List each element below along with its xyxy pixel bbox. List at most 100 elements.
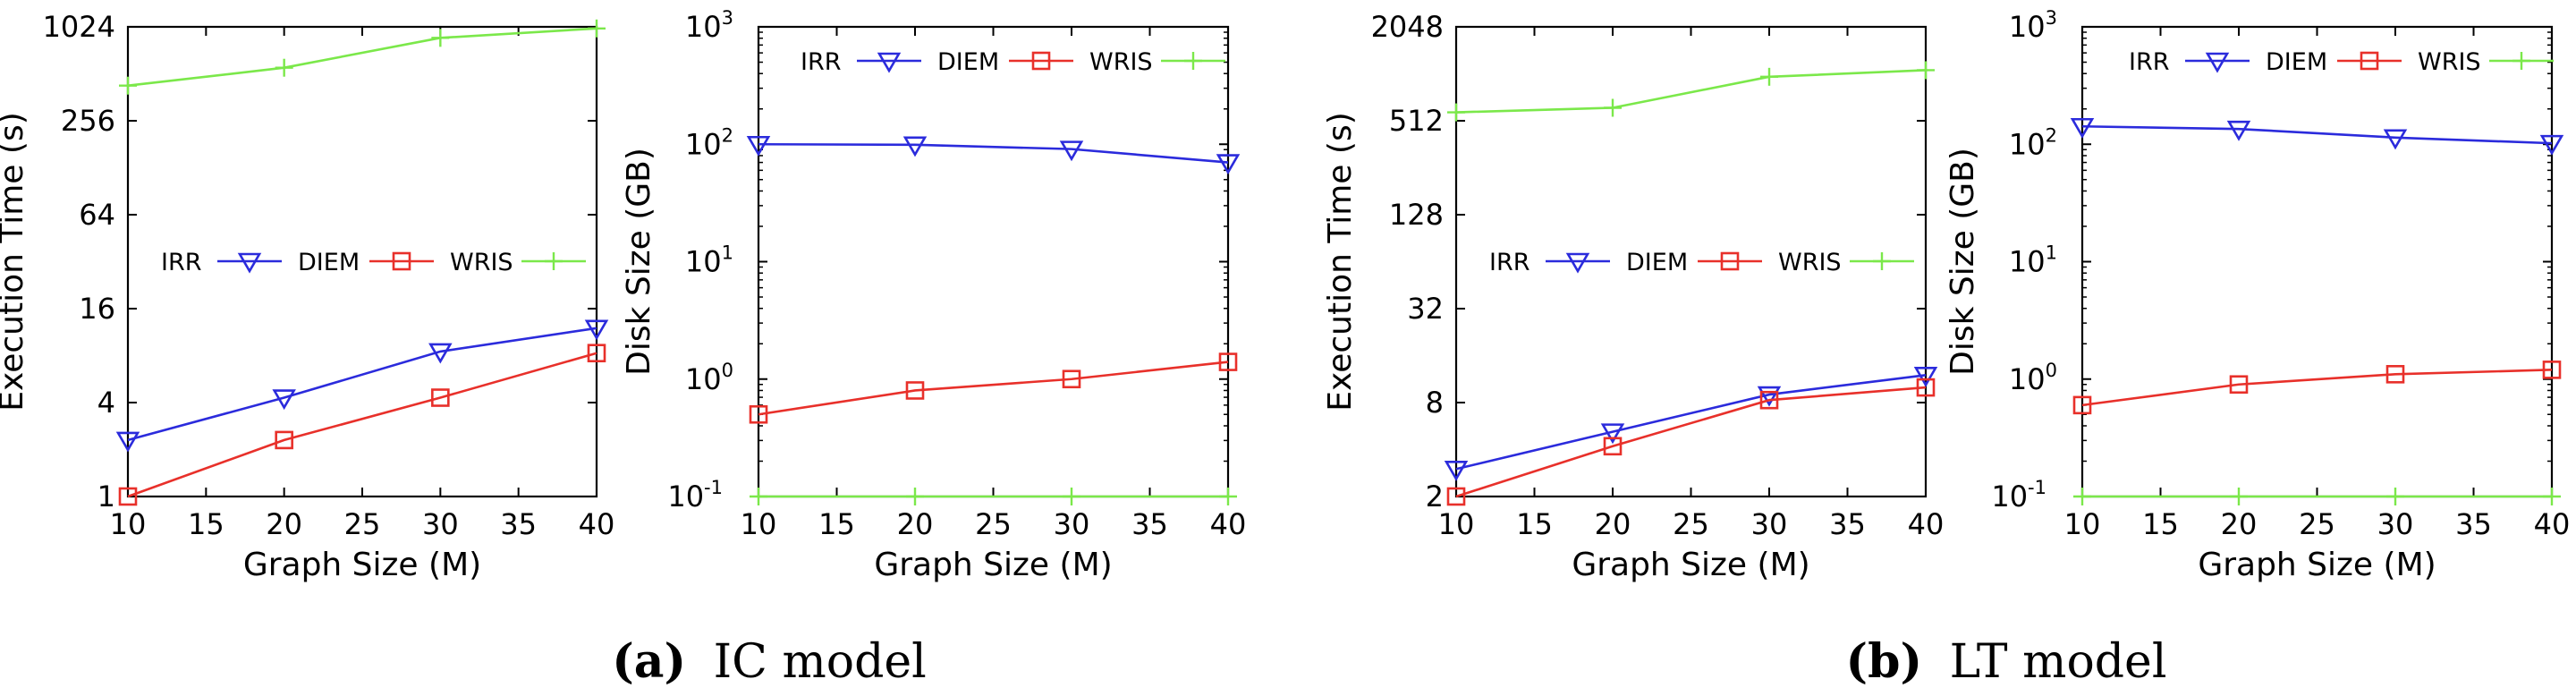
- legend-item-diem: DIEM: [937, 48, 1073, 76]
- y-tick-label: 102: [685, 124, 733, 161]
- data-point-irr: [2383, 129, 2408, 150]
- x-tick-label: 10: [110, 507, 147, 541]
- legend-item-irr: IRR: [1489, 249, 1610, 276]
- series-line-diem: [127, 352, 597, 498]
- data-point-wris: [1604, 98, 1622, 117]
- legend-swatch-marker: [1565, 252, 1590, 274]
- x-tick-label: 40: [579, 507, 615, 541]
- legend-label: IRR: [801, 48, 841, 76]
- legend-item-irr: IRR: [2129, 48, 2250, 76]
- legend-label: IRR: [2129, 48, 2169, 76]
- data-point-diem: [2229, 375, 2249, 395]
- legend-swatch-marker: [1184, 52, 1202, 70]
- x-axis-label: Graph Size (M): [2198, 547, 2436, 583]
- x-tick-label: 20: [2221, 507, 2258, 541]
- x-tick-label: 35: [500, 507, 537, 541]
- series-wris: [119, 19, 606, 95]
- data-point-diem: [1759, 390, 1779, 410]
- series-line-irr: [1455, 373, 1927, 471]
- legend: IRR DIEM WRIS: [801, 48, 1225, 76]
- data-point-irr: [2539, 134, 2564, 156]
- data-point-wris: [1760, 67, 1778, 86]
- x-tick-label: 25: [2299, 507, 2335, 541]
- data-point-diem: [2072, 395, 2092, 415]
- data-point-diem: [275, 430, 293, 450]
- y-tick-label: 64: [79, 198, 115, 232]
- legend-item-irr: IRR: [801, 48, 921, 76]
- y-tick-label: 32: [1407, 292, 1444, 326]
- x-tick-label: 10: [2064, 507, 2101, 541]
- data-point-wris: [906, 488, 924, 505]
- legend-label: WRIS: [1089, 48, 1153, 76]
- legend-label: DIEM: [1626, 249, 1688, 276]
- legend-swatch-marker: [1873, 252, 1891, 270]
- data-point-wris: [2230, 488, 2248, 505]
- series-line-irr: [758, 142, 1229, 164]
- data-point-diem: [1603, 437, 1623, 456]
- legend-item-wris: WRIS: [2418, 48, 2554, 76]
- x-tick-label: 25: [344, 507, 381, 541]
- data-point-diem: [431, 388, 450, 407]
- chart-panel-ic_disk: 10 15 20 25 30 35 40 10-1 100 101 102 103 Graph Size…: [621, 7, 1246, 583]
- y-tick-label: 512: [1389, 104, 1444, 138]
- legend-item-diem: DIEM: [2266, 48, 2402, 76]
- legend-swatch-marker: [877, 52, 902, 73]
- chart-panel-lt_disk: 10 15 20 25 30 35 40 10-1 100 101 102 103 Graph Size…: [1945, 7, 2570, 583]
- series-wris: [1447, 61, 1935, 122]
- y-tick-label: 102: [2009, 124, 2057, 161]
- legend-swatch-marker: [1031, 51, 1051, 71]
- data-point-diem: [1446, 487, 1466, 506]
- y-axis-label: Disk Size (GB): [1945, 148, 1981, 376]
- y-tick-label: 10-1: [667, 477, 723, 514]
- data-point-wris: [588, 19, 606, 38]
- data-point-diem: [587, 344, 606, 363]
- plot-frame: [757, 25, 1230, 498]
- series-line-diem: [758, 361, 1229, 416]
- x-tick-label: 40: [2534, 507, 2571, 541]
- legend: IRR DIEM WRIS: [161, 249, 586, 276]
- legend-swatch-marker: [2512, 52, 2530, 70]
- y-tick-label: 100: [2009, 360, 2057, 396]
- y-tick-label: 10-1: [1991, 477, 2046, 514]
- legend-swatch-marker: [392, 251, 411, 271]
- x-tick-label: 25: [1673, 507, 1709, 541]
- caption-b: (b) LT model: [1846, 634, 2167, 689]
- series-irr: [1444, 366, 1938, 481]
- x-axis-label: Graph Size (M): [874, 547, 1112, 583]
- data-point-irr: [272, 389, 296, 411]
- data-point-wris: [1447, 103, 1465, 122]
- y-tick-label: 256: [61, 104, 115, 138]
- legend-item-diem: DIEM: [1626, 249, 1762, 276]
- data-point-wris: [1219, 488, 1237, 505]
- y-tick-label: 100: [685, 360, 733, 396]
- x-tick-label: 30: [422, 507, 459, 541]
- legend-item-wris: WRIS: [1089, 48, 1225, 76]
- legend-item-irr: IRR: [161, 249, 282, 276]
- data-point-wris: [2073, 488, 2091, 505]
- x-tick-label: 10: [741, 507, 777, 541]
- data-point-irr: [1059, 140, 1084, 162]
- data-point-irr: [428, 343, 453, 364]
- legend: IRR DIEM WRIS: [2129, 48, 2554, 76]
- legend-label: DIEM: [298, 249, 360, 276]
- y-tick-label: 103: [685, 7, 733, 44]
- legend-swatch-marker: [1720, 251, 1740, 271]
- x-tick-label: 30: [1751, 507, 1788, 541]
- series-irr: [746, 135, 1241, 175]
- series-line-wris: [127, 27, 597, 88]
- y-axis-label: Execution Time (s): [0, 112, 30, 412]
- series-wris: [750, 488, 1237, 505]
- series-line-irr: [127, 327, 597, 442]
- data-point-irr: [2070, 117, 2095, 139]
- x-tick-label: 20: [266, 507, 302, 541]
- series-irr: [2070, 117, 2564, 156]
- data-point-irr: [746, 135, 771, 157]
- data-point-irr: [1600, 423, 1625, 445]
- data-point-diem: [905, 381, 925, 400]
- x-tick-label: 15: [818, 507, 855, 541]
- x-tick-label: 35: [2455, 507, 2492, 541]
- x-tick-label: 25: [975, 507, 1012, 541]
- data-point-irr: [2226, 120, 2251, 141]
- y-tick-label: 101: [2009, 242, 2057, 279]
- legend-label: DIEM: [937, 48, 999, 76]
